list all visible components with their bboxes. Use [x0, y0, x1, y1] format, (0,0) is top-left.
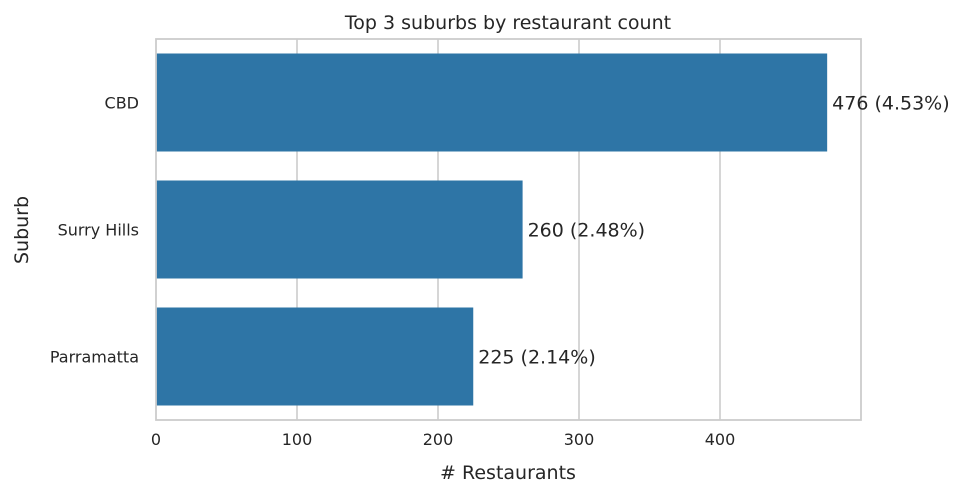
y-axis-label: Suburb	[11, 196, 33, 264]
y-tick-labels: CBD Surry Hills Parramatta	[50, 94, 139, 367]
x-tick-label-300: 300	[564, 430, 595, 449]
data-label-cbd: 476 (4.53%)	[832, 93, 950, 115]
x-tick-labels: 0 100 200 300 400	[151, 430, 735, 449]
y-tick-label-surry-hills: Surry Hills	[58, 221, 139, 240]
bars-layer	[156, 53, 828, 406]
plot-frame	[155, 38, 862, 421]
x-tick-label-100: 100	[282, 430, 313, 449]
bar-surry-hills	[156, 180, 523, 279]
x-tick-label-400: 400	[705, 430, 736, 449]
data-label-surry-hills: 260 (2.48%)	[528, 220, 646, 242]
bar-parramatta	[156, 307, 474, 406]
y-tick-label-parramatta: Parramatta	[50, 348, 139, 367]
bar-cbd	[156, 53, 828, 152]
chart-title: Top 3 suburbs by restaurant count	[344, 12, 671, 34]
x-axis-label: # Restaurants	[440, 462, 576, 484]
data-labels: 476 (4.53%) 260 (2.48%) 225 (2.14%)	[478, 93, 949, 369]
x-tick-label-200: 200	[423, 430, 454, 449]
y-tick-label-cbd: CBD	[105, 94, 139, 113]
data-label-parramatta: 225 (2.14%)	[478, 347, 596, 369]
x-tick-label-0: 0	[151, 430, 161, 449]
